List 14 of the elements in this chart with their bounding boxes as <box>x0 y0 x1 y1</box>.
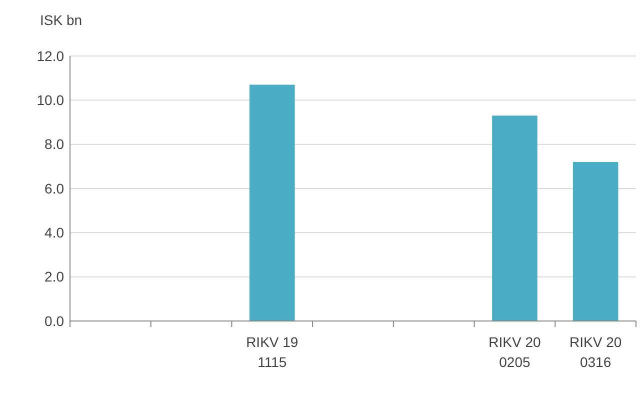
y-axis-title: ISK bn <box>40 12 82 28</box>
bar <box>572 162 618 321</box>
x-tick-label: RIKV 20 0205 <box>488 334 541 370</box>
y-tick-label: 6.0 <box>44 180 64 196</box>
y-tick-label: 4.0 <box>44 224 64 241</box>
y-tick-label: 12.0 <box>36 48 64 64</box>
bar <box>492 116 538 321</box>
y-tick-label: 10.0 <box>36 92 64 108</box>
x-tick-label: RIKV 20 0316 <box>570 334 622 370</box>
y-tick-label: 0.0 <box>44 312 64 329</box>
y-tick-label: 2.0 <box>44 268 64 285</box>
y-tick-label: 8.0 <box>44 136 64 152</box>
x-tick-label: RIKV 19 1115 <box>246 334 298 370</box>
bar <box>250 84 295 321</box>
